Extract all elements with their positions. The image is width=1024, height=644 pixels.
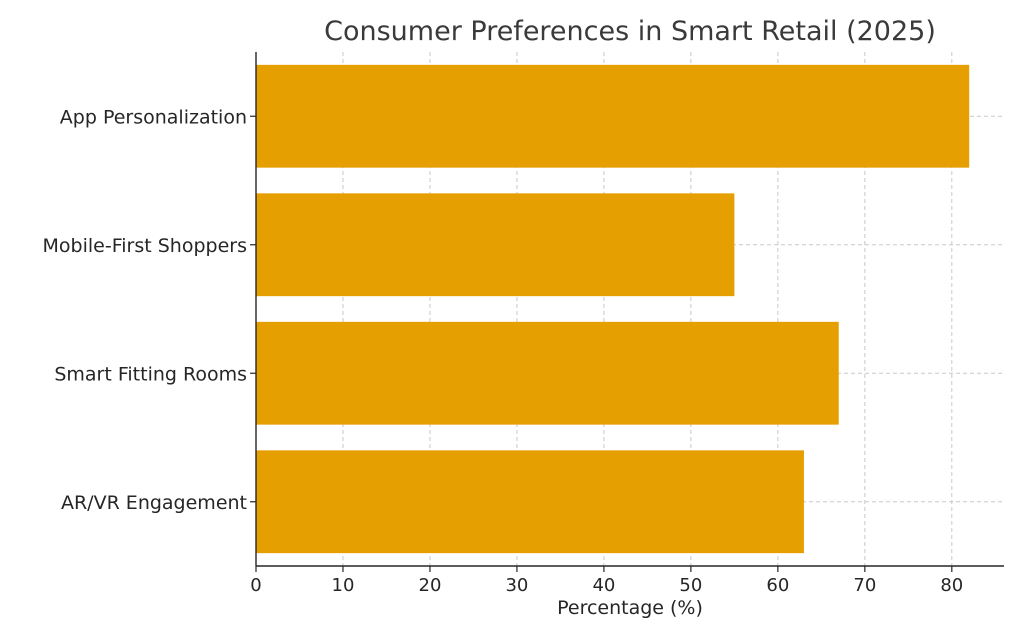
x-axis-label: Percentage (%): [557, 597, 703, 619]
category-label: Smart Fitting Rooms: [54, 363, 247, 385]
x-tick-label: 70: [853, 575, 876, 596]
x-tick-labels: 0 10 20 30 40 50 60 70 80: [250, 575, 963, 596]
category-label: Mobile-First Shoppers: [43, 235, 247, 257]
chart-title: Consumer Preferences in Smart Retail (20…: [324, 16, 936, 47]
category-label: App Personalization: [60, 106, 247, 128]
category-label: AR/VR Engagement: [61, 492, 247, 514]
bar: [256, 450, 804, 554]
bars: [256, 64, 970, 554]
x-tick-label: 10: [332, 575, 355, 596]
x-tick-label: 80: [940, 575, 963, 596]
x-tick-label: 60: [766, 575, 789, 596]
category-labels: App Personalization Mobile-First Shoppers…: [43, 106, 247, 514]
x-tick-label: 40: [592, 575, 615, 596]
x-tick-label: 20: [419, 575, 442, 596]
bar: [256, 193, 735, 297]
axes: [250, 52, 1004, 572]
x-tick-label: 0: [250, 575, 261, 596]
bar: [256, 64, 970, 168]
bar: [256, 321, 839, 425]
x-tick-label: 30: [505, 575, 528, 596]
x-tick-label: 50: [679, 575, 702, 596]
